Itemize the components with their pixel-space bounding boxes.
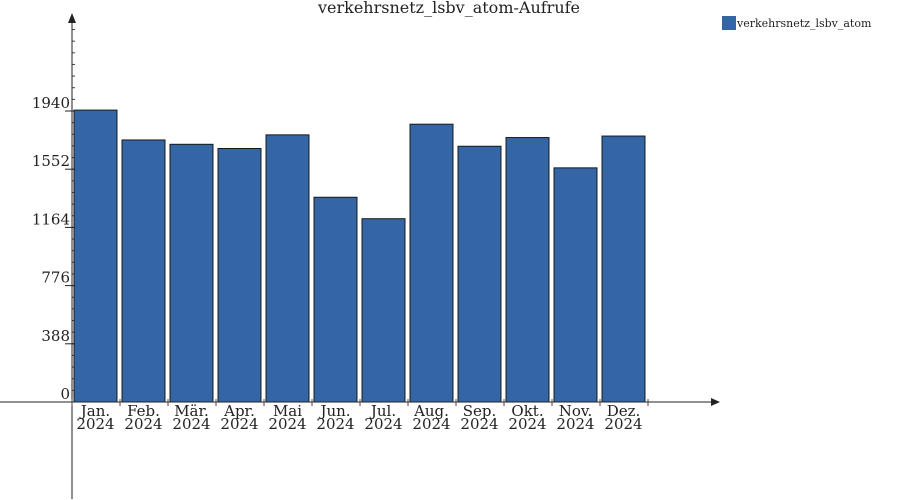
y-tick-label: 388 xyxy=(41,327,70,345)
x-tick-label: Sep. 2024 xyxy=(460,402,498,433)
bar-4 xyxy=(217,148,262,403)
x-tick-label: Feb. 2024 xyxy=(124,402,162,433)
x-tick-label: Jun. 2024 xyxy=(316,402,354,433)
bar-5 xyxy=(265,134,310,403)
y-axis-arrow-icon xyxy=(68,13,76,23)
bar-10 xyxy=(505,137,550,403)
bars xyxy=(73,109,646,403)
y-axis-labels: 0 388 776 1164 1552 1940 xyxy=(32,94,75,403)
legend: verkehrsnetz_lsbv_atom xyxy=(722,16,872,30)
bar-2 xyxy=(121,139,166,403)
legend-swatch xyxy=(722,16,736,30)
x-tick-label: Aug. 2024 xyxy=(412,402,450,433)
y-tick-label: 0 xyxy=(60,385,70,403)
y-tick-label: 1940 xyxy=(32,94,70,112)
x-tick-label: Mai 2024 xyxy=(268,402,306,433)
bar-6 xyxy=(313,196,358,403)
x-tick-label: Apr. 2024 xyxy=(220,402,258,433)
bar-3 xyxy=(169,143,214,403)
y-tick-label: 1164 xyxy=(32,210,70,228)
x-tick-label: Nov. 2024 xyxy=(556,402,594,433)
x-tick-label: Jul. 2024 xyxy=(364,402,402,433)
y-tick-label: 776 xyxy=(41,269,70,287)
legend-label: verkehrsnetz_lsbv_atom xyxy=(736,17,872,30)
y-axis xyxy=(68,13,76,499)
x-tick-label: Okt. 2024 xyxy=(508,402,546,433)
bar-1 xyxy=(73,109,118,403)
bar-9 xyxy=(457,145,502,403)
x-tick-label: Jan. 2024 xyxy=(76,402,114,433)
bar-11 xyxy=(553,167,598,403)
x-tick-label: Dez. 2024 xyxy=(604,402,642,433)
x-axis-labels: Jan. 2024 Feb. 2024 Mär. 2024 Apr. 2024 Mai 2024 J… xyxy=(71,399,649,433)
x-axis-arrow-icon xyxy=(711,398,720,406)
bar-8 xyxy=(409,123,454,403)
bar-12 xyxy=(601,135,646,403)
bar-7 xyxy=(361,218,406,403)
x-axis xyxy=(0,398,720,406)
chart-title: verkehrsnetz_lsbv_atom-Aufrufe xyxy=(317,0,580,17)
x-tick-label: Mär. 2024 xyxy=(172,402,210,433)
y-tick-label: 1552 xyxy=(32,152,70,170)
